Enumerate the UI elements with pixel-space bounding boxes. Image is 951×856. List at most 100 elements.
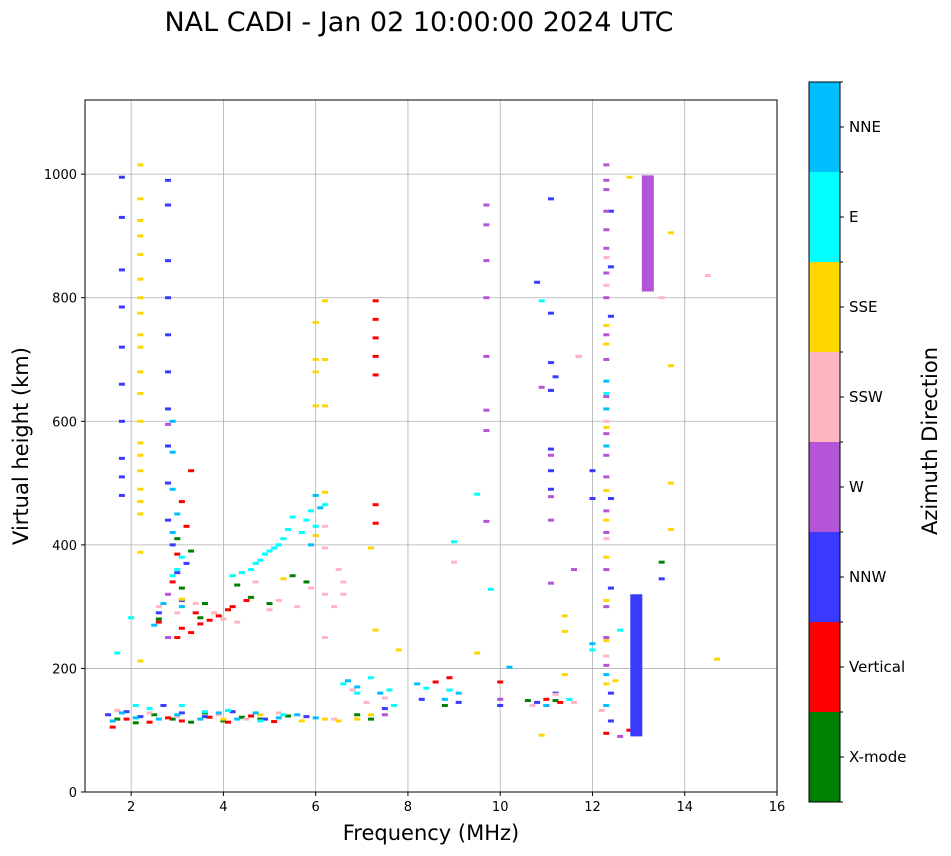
data-point-ssw bbox=[529, 704, 536, 707]
data-point-ssw bbox=[575, 354, 582, 358]
data-point-sse bbox=[538, 733, 545, 737]
data-point-sse bbox=[137, 500, 144, 504]
data-point-sse bbox=[137, 333, 144, 337]
data-point-sse bbox=[312, 534, 319, 538]
data-point-ssw bbox=[266, 608, 273, 612]
data-point-nnw bbox=[123, 710, 130, 714]
data-point-nne bbox=[455, 691, 462, 695]
data-point-sse bbox=[321, 299, 328, 303]
data-point-vertical bbox=[243, 598, 250, 602]
data-point-nnw bbox=[155, 611, 162, 615]
data-point-ssw bbox=[321, 524, 328, 528]
data-point-nne bbox=[169, 487, 176, 491]
data-point-nnw bbox=[118, 456, 125, 460]
data-point-x-mode bbox=[289, 574, 296, 578]
x-tick-label: 10 bbox=[492, 800, 509, 815]
data-point-sse bbox=[667, 364, 674, 368]
data-point-vertical bbox=[165, 716, 172, 720]
data-point-nnw bbox=[165, 481, 172, 485]
data-marks bbox=[105, 163, 721, 738]
data-point-vertical bbox=[225, 608, 232, 612]
data-point-w bbox=[603, 475, 610, 479]
x-tick-label: 8 bbox=[404, 800, 412, 815]
data-point-sse bbox=[178, 597, 185, 601]
data-point-sse bbox=[137, 311, 144, 315]
data-point-e bbox=[229, 574, 236, 578]
data-point-ssw bbox=[349, 688, 356, 692]
data-point-ssw bbox=[321, 636, 328, 640]
colorbar: X-mode Vertical NNW W SSW SSE E NNE bbox=[808, 81, 906, 803]
x-axis-ticks: 2 4 6 8 10 12 14 16 bbox=[127, 792, 785, 815]
data-point-e bbox=[252, 561, 259, 565]
data-point-vertical bbox=[174, 636, 181, 640]
data-point-e bbox=[617, 628, 624, 632]
data-point-e bbox=[114, 651, 121, 655]
plot-frame bbox=[84, 99, 778, 793]
data-point-nnw bbox=[418, 697, 425, 701]
data-point-vertical bbox=[188, 631, 195, 635]
data-point-ssw bbox=[174, 611, 181, 615]
x-tick-label: 16 bbox=[769, 800, 786, 815]
data-point-nne bbox=[197, 717, 204, 721]
data-point-nne bbox=[344, 679, 351, 683]
data-point-vertical bbox=[248, 714, 255, 718]
data-point-nnw bbox=[547, 197, 554, 201]
data-point-vertical bbox=[178, 626, 185, 630]
data-point-x-mode bbox=[188, 549, 195, 553]
data-point-sse bbox=[137, 659, 144, 663]
data-point-ssw bbox=[598, 708, 605, 712]
colorbar-segment bbox=[809, 712, 840, 802]
data-point-nnw bbox=[183, 561, 190, 565]
data-point-x-mode bbox=[178, 586, 185, 590]
data-point-e bbox=[446, 688, 453, 692]
data-point-sse bbox=[354, 717, 361, 721]
data-point-ssw bbox=[340, 592, 347, 596]
data-point-w bbox=[165, 422, 172, 426]
data-bar-w bbox=[641, 175, 654, 292]
data-point-nnw bbox=[547, 447, 554, 451]
data-point-vertical bbox=[372, 354, 379, 358]
data-point-nnw bbox=[178, 711, 185, 715]
data-point-vertical bbox=[123, 717, 130, 721]
colorbar-segment bbox=[809, 442, 840, 532]
data-point-sse bbox=[612, 679, 619, 683]
data-point-sse bbox=[667, 527, 674, 531]
y-tick-label: 0 bbox=[69, 786, 77, 801]
data-point-w bbox=[483, 354, 490, 358]
data-point-sse bbox=[603, 598, 610, 602]
data-point-nne bbox=[275, 716, 282, 720]
data-point-e bbox=[132, 704, 139, 707]
data-point-e bbox=[271, 546, 278, 550]
data-point-ssw bbox=[603, 654, 610, 658]
data-point-sse bbox=[603, 518, 610, 522]
data-point-sse bbox=[137, 512, 144, 516]
data-point-sse bbox=[312, 370, 319, 374]
data-point-nne bbox=[603, 444, 610, 448]
data-point-vertical bbox=[146, 720, 153, 724]
data-point-x-mode bbox=[441, 704, 448, 707]
data-point-sse bbox=[137, 218, 144, 222]
data-point-nnw bbox=[497, 704, 504, 707]
data-point-nnw bbox=[589, 497, 596, 501]
colorbar-label: Azimuth Direction bbox=[918, 347, 942, 535]
data-point-vertical bbox=[169, 580, 176, 584]
data-point-sse bbox=[280, 577, 287, 581]
data-point-sse bbox=[626, 175, 633, 179]
data-point-ssw bbox=[603, 283, 610, 287]
x-tick-label: 14 bbox=[676, 800, 693, 815]
data-point-ssw bbox=[211, 611, 218, 615]
data-point-nnw bbox=[229, 710, 236, 714]
data-point-ssw bbox=[275, 711, 282, 715]
data-point-sse bbox=[312, 404, 319, 408]
data-point-sse bbox=[137, 370, 144, 374]
data-point-sse bbox=[603, 342, 610, 346]
data-point-nne bbox=[354, 685, 361, 689]
data-point-x-mode bbox=[132, 721, 139, 725]
data-point-sse bbox=[257, 713, 264, 717]
data-point-nne bbox=[506, 665, 513, 669]
data-point-ssw bbox=[155, 605, 162, 609]
data-point-nnw bbox=[137, 715, 144, 719]
data-point-sse bbox=[220, 717, 227, 721]
colorbar-tick-label: Vertical bbox=[849, 658, 905, 676]
data-point-vertical bbox=[446, 676, 453, 680]
